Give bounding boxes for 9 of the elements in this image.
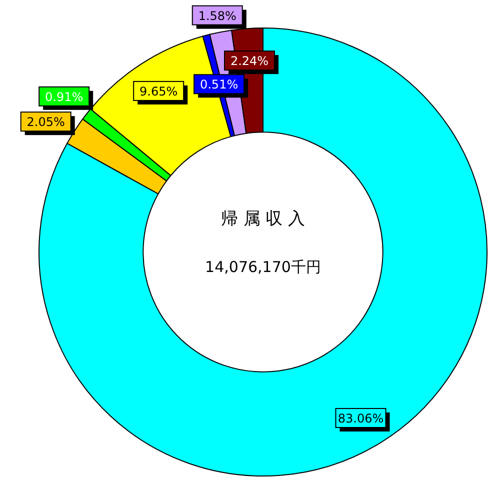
- data-label: 0.51%: [200, 78, 238, 92]
- data-label: 2.24%: [230, 54, 269, 68]
- data-label: 0.91%: [45, 90, 84, 104]
- text: 14,076,170千円: [205, 258, 321, 276]
- data-label: 1.58%: [198, 8, 236, 23]
- text: 帰 属 収 入: [220, 209, 306, 229]
- data-label: 83.06%: [338, 412, 384, 426]
- data-label: 2.05%: [26, 115, 65, 130]
- data-label: 9.65%: [140, 84, 178, 98]
